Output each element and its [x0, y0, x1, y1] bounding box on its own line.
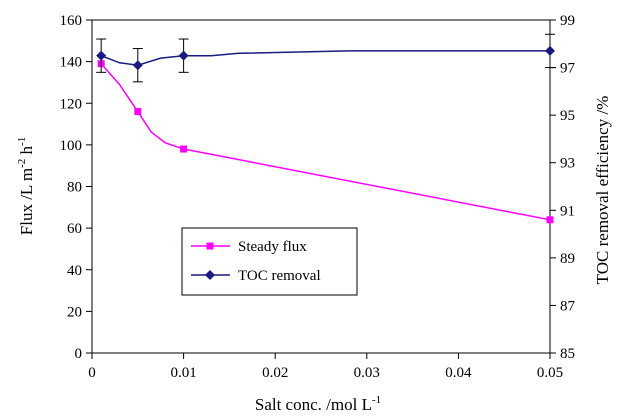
x-tick-label: 0.02 — [262, 365, 288, 381]
x-tick-label: 0.05 — [537, 365, 563, 381]
right-y-tick-label: 95 — [560, 108, 575, 124]
data-point-steady-flux — [546, 216, 554, 224]
data-point-steady-flux — [134, 108, 142, 116]
legend-box — [181, 227, 358, 296]
x-axis-ticks: 0 0.01 0.02 0.03 0.04 0.05 — [88, 353, 563, 381]
left-y-axis-ticks: 0 20 40 60 80 100 120 140 160 — [60, 13, 92, 362]
left-y-tick-label: 140 — [60, 55, 83, 71]
data-point-steady-flux — [180, 145, 188, 153]
x-tick-label: 0.01 — [170, 365, 196, 381]
legend-marker-steady-flux — [206, 242, 214, 250]
x-tick-label: 0.04 — [445, 365, 472, 381]
legend-label-steady-flux: Steady flux — [238, 239, 307, 255]
right-y-tick-label: 97 — [560, 61, 576, 77]
x-tick-label: 0 — [88, 365, 96, 381]
series-layer — [96, 33, 555, 224]
left-y-tick-label: 160 — [60, 13, 83, 29]
left-y-tick-label: 120 — [60, 96, 83, 112]
series-line-steady-flux — [100, 63, 551, 221]
left-y-tick-label: 60 — [67, 221, 82, 237]
legend-label-toc-removal: TOC removal — [238, 268, 321, 284]
right-y-tick-label: 93 — [560, 156, 575, 172]
right-y-tick-label: 87 — [560, 298, 576, 314]
left-y-tick-label: 100 — [60, 138, 83, 154]
data-point-toc-removal — [96, 50, 107, 61]
right-y-tick-label: 85 — [560, 346, 575, 362]
right-y-tick-label: 89 — [560, 251, 575, 267]
x-axis-title: Salt conc. /mol L-1 — [255, 394, 381, 414]
right-y-axis-ticks: 85 87 89 91 93 95 97 99 — [550, 13, 576, 362]
legend-marker-toc-removal — [205, 270, 215, 280]
left-y-axis-title: Flux /L m-2 h-1 — [16, 137, 36, 235]
data-point-toc-removal — [545, 45, 555, 56]
data-point-toc-removal — [178, 50, 189, 61]
legend: Steady flux TOC removal — [181, 227, 358, 296]
plot-area — [91, 19, 551, 354]
data-point-toc-removal — [132, 60, 143, 71]
left-y-tick-label: 80 — [67, 180, 82, 196]
series-line-toc-removal — [100, 50, 550, 66]
x-tick-label: 0.03 — [354, 365, 380, 381]
right-y-tick-label: 91 — [560, 203, 575, 219]
left-y-tick-label: 40 — [67, 263, 82, 279]
left-y-tick-label: 0 — [75, 346, 83, 362]
right-y-axis-title: TOC removal efficiency /% — [593, 96, 612, 285]
left-y-tick-label: 20 — [67, 304, 82, 320]
right-y-tick-label: 99 — [560, 13, 575, 29]
